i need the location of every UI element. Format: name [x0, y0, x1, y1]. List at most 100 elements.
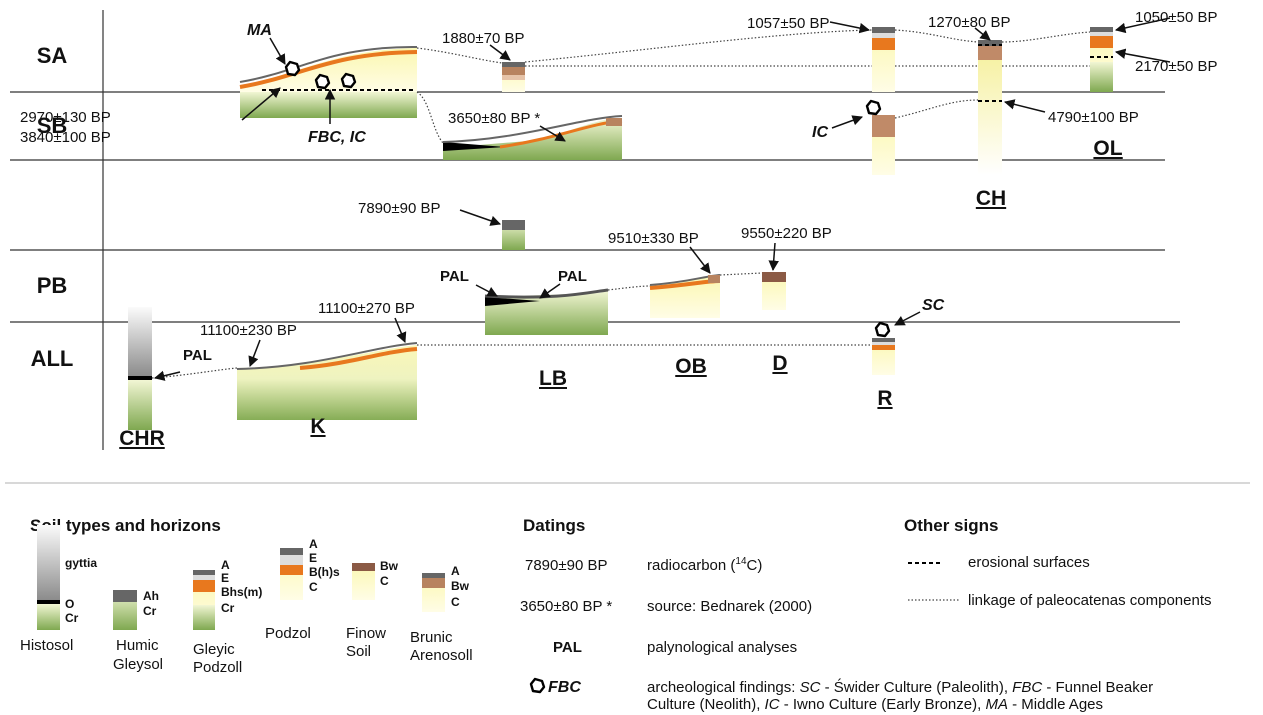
- shape: [417, 92, 443, 143]
- label: A: [451, 564, 460, 578]
- horizon: [872, 342, 895, 345]
- horizon: [872, 33, 895, 38]
- label: Podzoll: [193, 659, 242, 676]
- label: PAL: [558, 268, 587, 285]
- label: Humic: [116, 637, 159, 654]
- horizon: [193, 580, 215, 592]
- label: 3650±80 BP *: [520, 598, 612, 615]
- shape: [608, 286, 650, 290]
- horizon: [872, 338, 895, 342]
- shape: [152, 368, 237, 378]
- text-part: archeological findings:: [647, 679, 800, 696]
- legend-datings: Datings 7890±90 BP radiocarbon (14C) 365…: [520, 516, 1153, 713]
- label: Other signs: [904, 516, 998, 535]
- findings-line: Culture (Neolith), IC - Iwno Culture (Ea…: [647, 696, 1103, 713]
- label: D: [772, 352, 787, 375]
- horizon: [37, 525, 60, 601]
- label: 11100±230 BP: [200, 322, 297, 339]
- label: 7890±90 BP: [358, 200, 440, 217]
- label: Cr: [221, 601, 235, 615]
- label: SC: [922, 297, 945, 314]
- label: Bw: [451, 579, 470, 593]
- label: ALL: [31, 346, 74, 371]
- text-part: - Iwno Culture (Early Bronze),: [780, 696, 986, 713]
- finding-icon: [876, 323, 889, 336]
- horizon: [1090, 62, 1113, 92]
- line: [832, 117, 862, 128]
- text-part: radiocarbon (: [647, 557, 735, 574]
- label: palynological analyses: [647, 639, 797, 656]
- label: R: [877, 387, 892, 410]
- label: FBC, IC: [308, 129, 366, 146]
- label: OL: [1093, 137, 1122, 160]
- line: [830, 22, 869, 30]
- horizon: [1090, 36, 1113, 48]
- label: Brunic: [410, 629, 453, 646]
- label: A: [309, 537, 318, 551]
- horizon: [128, 376, 152, 380]
- finding-icon: [342, 74, 355, 87]
- label: 11100±270 BP: [318, 300, 415, 317]
- horizon: [978, 40, 1002, 175]
- label: E: [309, 551, 317, 565]
- legend-other: Other signs erosional surfaces linkage o…: [904, 516, 1212, 609]
- horizon: [502, 220, 525, 230]
- label: PAL: [553, 639, 582, 656]
- label: SA: [37, 43, 68, 68]
- label: Cr: [65, 611, 79, 625]
- finding-icon: [867, 101, 880, 114]
- legend-soils: Soil types and horizons gyttia O Cr Hist…: [20, 516, 473, 676]
- text-part: - Middle Ages: [1008, 696, 1103, 713]
- label: Soil: [346, 643, 371, 660]
- finding-icon: [286, 62, 299, 75]
- shape: [525, 30, 872, 62]
- shape: [720, 273, 762, 275]
- label: 1057±50 BP: [747, 15, 829, 32]
- text-part: - Świder Culture (Paleolith),: [820, 678, 1012, 696]
- label: FBC: [548, 679, 581, 696]
- label: 9550±220 BP: [741, 225, 832, 242]
- line: [476, 285, 497, 296]
- label: Ah: [143, 589, 159, 603]
- horizon: [113, 590, 137, 602]
- horizon: [762, 272, 786, 282]
- label: erosional surfaces: [968, 554, 1090, 571]
- horizon: [708, 275, 720, 283]
- horizon: [502, 67, 525, 75]
- label: 1880±70 BP: [442, 30, 524, 47]
- label: C: [309, 580, 318, 594]
- shape: [895, 30, 978, 42]
- horizon: [193, 605, 215, 630]
- shape: [417, 48, 502, 63]
- soil-profiles: [128, 27, 1113, 430]
- line: [460, 210, 500, 224]
- label: Arenosoll: [410, 647, 473, 664]
- horizon: [352, 563, 375, 571]
- label: PB: [37, 273, 68, 298]
- diagram: SA SB PB ALL: [0, 0, 1263, 715]
- horizon: [872, 345, 895, 350]
- label: MA: [247, 22, 272, 39]
- label: E: [221, 571, 229, 585]
- finding-icon: [531, 679, 544, 692]
- line: [773, 243, 775, 270]
- label: C: [451, 595, 460, 609]
- label: O: [65, 597, 74, 611]
- text-part: - Funnel Beaker: [1042, 679, 1153, 696]
- line: [690, 247, 710, 273]
- label: gyttia: [65, 556, 97, 570]
- horizon: [193, 575, 215, 580]
- label: Bw: [380, 559, 399, 573]
- label: 9510±330 BP: [608, 230, 699, 247]
- label: LB: [539, 367, 567, 390]
- label: CHR: [119, 427, 165, 450]
- shape: [237, 345, 417, 420]
- label: B(h)s: [309, 565, 340, 579]
- radiocarbon-text: radiocarbon (14C): [647, 556, 762, 574]
- label: 2970±130 BP: [20, 109, 111, 126]
- culture-abbreviation: SC: [800, 679, 821, 696]
- label: K: [310, 415, 325, 438]
- label: 3650±80 BP *: [448, 110, 540, 127]
- horizon: [978, 46, 1002, 60]
- label: 2170±50 BP: [1135, 58, 1217, 75]
